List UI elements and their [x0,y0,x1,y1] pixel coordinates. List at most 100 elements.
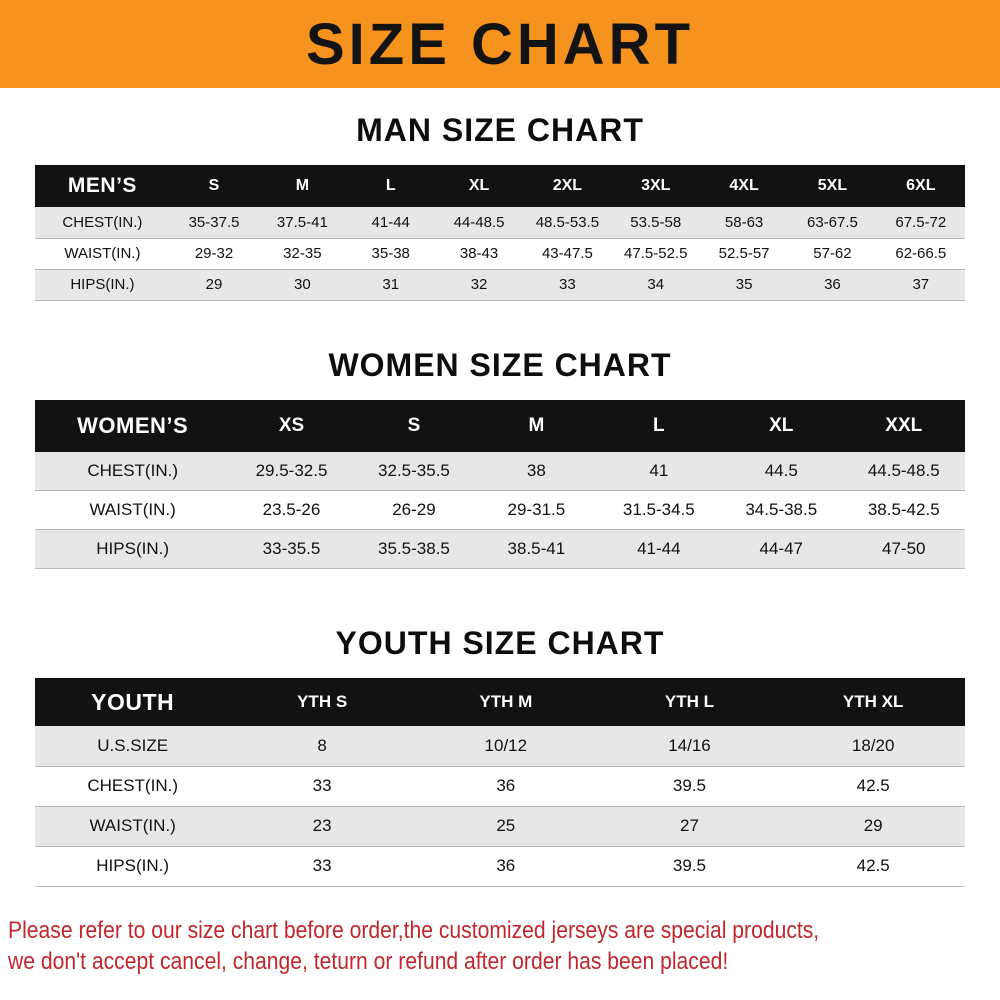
size-column-header: 6XL [876,165,965,207]
size-column-header: XL [720,399,843,452]
size-column-header: M [258,165,347,207]
size-value-cell: 14/16 [597,726,782,767]
size-chart-section: MAN SIZE CHART MEN’S S M L XL 2XL 3XL 4XL 5XL 6XL C… [0,112,1000,301]
table-header-row: YOUTH YTH S YTH M YTH L YTH XL [35,678,965,726]
size-value-cell: 8 [230,726,414,767]
size-value-cell: 33-35.5 [230,529,353,569]
size-chart-section: YOUTH SIZE CHART YOUTH YTH S YTH M YTH L YTH … [0,625,1000,887]
table-row: WAIST(IN.) 29-32 32-35 35-38 38-43 43-47.5 47.… [35,238,965,270]
size-value-cell: 29 [781,806,965,847]
size-column-header: YTH S [230,678,414,726]
table-row: WAIST(IN.) 23.5-26 26-29 29-31.5 31.5-34.5 34… [35,490,965,530]
section-heading: MAN SIZE CHART [356,112,644,148]
table-row: WAIST(IN.) 23 25 27 29 [35,806,965,847]
row-label: HIPS(IN.) [35,529,231,569]
size-value-cell: 29-31.5 [475,490,598,530]
notice-line-2: we don't accept cancel, change, teturn o… [8,947,729,975]
size-value-cell: 29 [169,269,259,301]
size-value-cell: 52.5-57 [699,238,789,270]
size-value-cell: 18/20 [781,726,965,767]
size-value-cell: 32-35 [258,238,347,270]
size-value-cell: 41-44 [346,207,435,239]
size-value-cell: 34 [611,269,700,301]
table-row: CHEST(IN.) 35-37.5 37.5-41 41-44 44-48.5 48.5… [35,207,965,239]
table-row: CHEST(IN.) 33 36 39.5 42.5 [35,766,965,807]
size-value-cell: 41-44 [597,529,721,569]
size-value-cell: 48.5-53.5 [523,207,612,239]
size-column-header: YTH XL [781,678,965,726]
size-value-cell: 30 [258,269,347,301]
table-header-row: MEN’S S M L XL 2XL 3XL 4XL 5XL 6XL [35,165,965,207]
table-title-cell: WOMEN’S [35,399,231,452]
row-label: U.S.SIZE [35,726,231,767]
size-column-header: L [597,399,721,452]
table-title-cell: MEN’S [35,165,170,207]
size-value-cell: 42.5 [781,846,965,887]
size-column-header: S [169,165,259,207]
size-value-cell: 33 [523,269,612,301]
row-label: WAIST(IN.) [35,238,170,270]
table-row: U.S.SIZE 8 10/12 14/16 18/20 [35,726,965,767]
size-value-cell: 44.5 [720,451,843,491]
size-column-header: 2XL [523,165,612,207]
size-value-cell: 32.5-35.5 [352,451,476,491]
size-value-cell: 10/12 [413,726,598,767]
size-chart-section: WOMEN SIZE CHART WOMEN’S XS S M L XL XXL CHEST(I… [0,347,1000,569]
size-value-cell: 25 [413,806,598,847]
size-value-cell: 53.5-58 [611,207,700,239]
row-label: WAIST(IN.) [35,806,231,847]
size-value-cell: 37 [876,269,965,301]
section-heading: YOUTH SIZE CHART [335,625,665,661]
banner: SIZE CHART [0,0,1000,88]
row-label: CHEST(IN.) [35,207,170,239]
row-label: HIPS(IN.) [35,269,170,301]
table-row: HIPS(IN.) 33-35.5 35.5-38.5 38.5-41 41-44 44-… [35,529,965,569]
size-value-cell: 23.5-26 [230,490,353,530]
size-value-cell: 32 [434,269,524,301]
size-value-cell: 34.5-38.5 [720,490,843,530]
notice-line-1: Please refer to our size chart before or… [8,916,820,944]
size-column-header: YTH M [413,678,598,726]
size-value-cell: 67.5-72 [876,207,965,239]
size-value-cell: 35-37.5 [169,207,259,239]
size-value-cell: 63-67.5 [788,207,877,239]
size-column-header: 5XL [788,165,877,207]
size-value-cell: 44.5-48.5 [842,451,965,491]
table-row: CHEST(IN.) 29.5-32.5 32.5-35.5 38 41 44.5 44.5… [35,451,965,491]
size-value-cell: 36 [413,846,598,887]
table-title-cell: YOUTH [35,678,231,726]
page-title: SIZE CHART [306,11,694,77]
sections-container: MAN SIZE CHART MEN’S S M L XL 2XL 3XL 4XL 5XL 6XL C… [0,112,1000,887]
size-column-header: M [475,399,598,452]
size-value-cell: 38.5-42.5 [842,490,965,530]
size-table: YOUTH YTH S YTH M YTH L YTH XL U.S.SIZE 8 10/12… [35,678,965,887]
size-value-cell: 47.5-52.5 [611,238,700,270]
size-column-header: YTH L [597,678,782,726]
size-table: MEN’S S M L XL 2XL 3XL 4XL 5XL 6XL CHEST(IN.) 35-37… [35,165,965,301]
row-label: WAIST(IN.) [35,490,231,530]
size-column-header: L [346,165,435,207]
size-value-cell: 31 [346,269,435,301]
size-value-cell: 36 [413,766,598,807]
size-value-cell: 36 [788,269,877,301]
size-value-cell: 38 [475,451,598,491]
size-value-cell: 41 [597,451,721,491]
table-header-row: WOMEN’S XS S M L XL XXL [35,399,965,452]
size-value-cell: 23 [230,806,414,847]
size-value-cell: 33 [230,766,414,807]
row-label: CHEST(IN.) [35,451,231,491]
size-value-cell: 35.5-38.5 [352,529,476,569]
size-value-cell: 29.5-32.5 [230,451,353,491]
size-value-cell: 39.5 [597,766,782,807]
size-value-cell: 33 [230,846,414,887]
size-value-cell: 35-38 [346,238,435,270]
size-value-cell: 44-48.5 [434,207,524,239]
size-column-header: XS [230,399,353,452]
size-value-cell: 42.5 [781,766,965,807]
row-label: HIPS(IN.) [35,846,231,887]
size-column-header: XL [434,165,524,207]
size-value-cell: 47-50 [842,529,965,569]
size-column-header: S [352,399,476,452]
size-value-cell: 57-62 [788,238,877,270]
